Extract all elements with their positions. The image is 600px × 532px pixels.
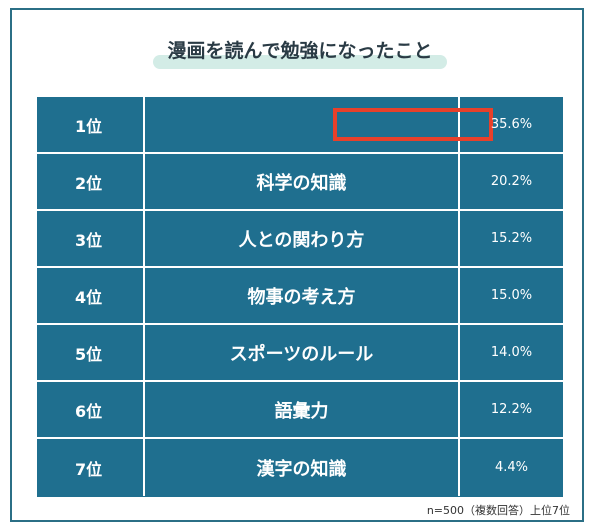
title-area: 漫画を読んで勉強になったこと <box>0 36 600 69</box>
percent-cell: 12.2% <box>490 402 533 417</box>
rank-cell: 4位 <box>37 268 145 323</box>
redacted-box <box>333 108 493 141</box>
percent-cell: 4.4% <box>494 460 529 475</box>
title: 漫画を読んで勉強になったこと <box>153 36 447 69</box>
ranking-table: 1位 35.6% 2位 科学の知識 20.2% 3位 人との関わり方 15.2% 4位 物事の考え… <box>37 97 563 497</box>
percent-cell: 14.0% <box>490 345 533 360</box>
table-row: 3位 人との関わり方 15.2% <box>37 211 563 268</box>
percent-cell: 20.2% <box>490 174 533 189</box>
item-cell: 人との関わり方 <box>145 211 460 266</box>
rank-cell: 2位 <box>37 154 145 209</box>
table-row: 2位 科学の知識 20.2% <box>37 154 563 211</box>
frame <box>10 8 584 522</box>
item-cell <box>145 97 493 152</box>
item-cell: 物事の考え方 <box>145 268 460 323</box>
item-cell: 語彙力 <box>145 382 460 437</box>
percent-cell: 35.6% <box>490 117 533 132</box>
footnote: n=500（複数回答）上位7位 <box>426 504 570 517</box>
rank-cell: 6位 <box>37 382 145 437</box>
item-cell: 科学の知識 <box>145 154 460 209</box>
rank-cell: 7位 <box>37 439 145 496</box>
table-row: 6位 語彙力 12.2% <box>37 382 563 439</box>
table-row: 4位 物事の考え方 15.0% <box>37 268 563 325</box>
table-row: 7位 漢字の知識 4.4% <box>37 439 563 496</box>
table-row: 5位 スポーツのルール 14.0% <box>37 325 563 382</box>
percent-cell: 15.2% <box>490 231 533 246</box>
table-row: 1位 35.6% <box>37 97 563 154</box>
item-cell: スポーツのルール <box>145 325 460 380</box>
rank-cell: 5位 <box>37 325 145 380</box>
percent-cell: 15.0% <box>490 288 533 303</box>
rank-cell: 3位 <box>37 211 145 266</box>
item-cell: 漢字の知識 <box>145 439 460 496</box>
rank-cell: 1位 <box>37 97 145 152</box>
